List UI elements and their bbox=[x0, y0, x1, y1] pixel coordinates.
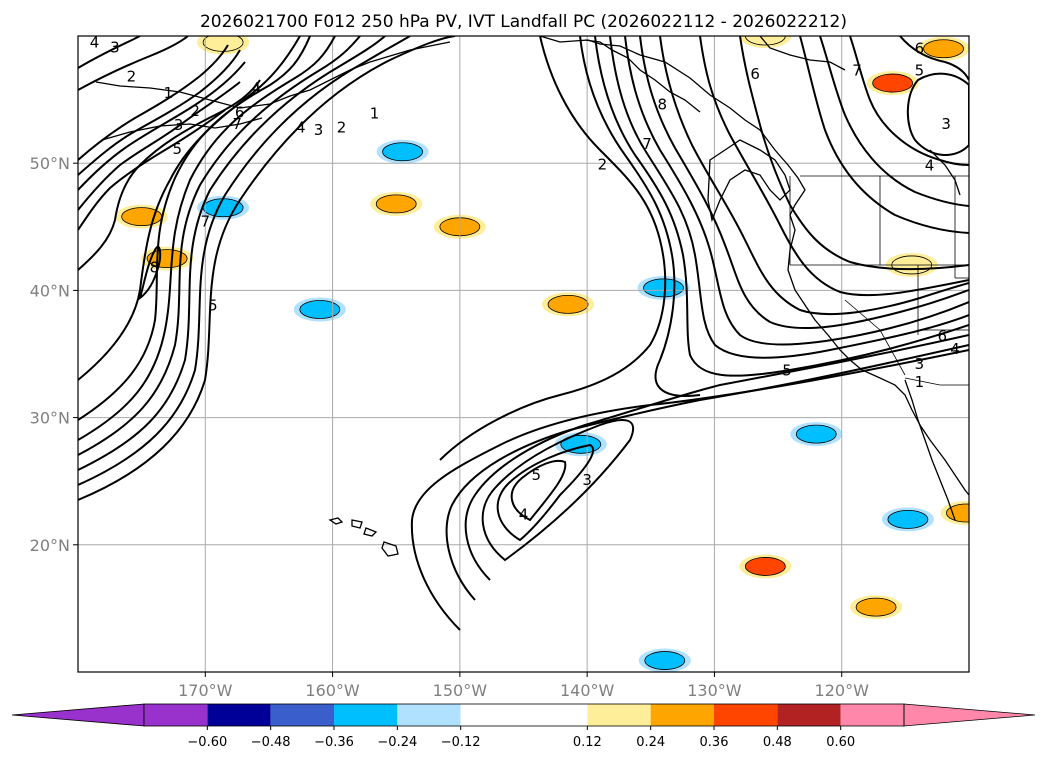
chart-title: 2026021700 F012 250 hPa PV, IVT Landfall… bbox=[200, 12, 847, 32]
contour-label: 5 bbox=[782, 362, 792, 380]
contour-label: 8 bbox=[150, 259, 160, 277]
pv-contours bbox=[78, 36, 969, 631]
contour-label: 5 bbox=[915, 61, 925, 79]
y-tick-label: 20°N bbox=[30, 536, 70, 555]
shaded-region bbox=[850, 595, 903, 620]
colorbar-segment bbox=[144, 704, 208, 726]
contour-label: 4 bbox=[519, 505, 529, 523]
political-borders bbox=[789, 175, 969, 386]
longitude-ticks: 170°W 160°W 150°W 140°W 130°W 120°W bbox=[178, 672, 869, 700]
colorbar-segment bbox=[270, 704, 334, 726]
shaded-region bbox=[917, 36, 969, 61]
colorbar-tick-label: 0.12 bbox=[573, 735, 602, 750]
shaded-region bbox=[370, 191, 423, 216]
contour-label: 2 bbox=[598, 155, 608, 173]
colorbar-tick-label: 0.24 bbox=[636, 735, 665, 750]
y-tick-label: 40°N bbox=[30, 281, 70, 300]
y-tick-label: 50°N bbox=[30, 154, 70, 173]
contour-label: 4 bbox=[90, 33, 100, 51]
x-tick-label: 160°W bbox=[305, 681, 360, 700]
contour-label: 4 bbox=[251, 79, 261, 97]
colorbar-tick-label: 0.36 bbox=[700, 735, 729, 750]
x-tick-label: 150°W bbox=[433, 681, 488, 700]
contour-label: 6 bbox=[937, 327, 947, 345]
map-frame bbox=[77, 35, 970, 673]
colorbar-tick-label: −0.12 bbox=[441, 735, 481, 750]
contour-label: 2 bbox=[190, 102, 200, 120]
colorbar-segment bbox=[587, 704, 651, 726]
colorbar-over-extension bbox=[903, 703, 1036, 727]
contour-label: 1 bbox=[915, 373, 925, 391]
contour-label: 7 bbox=[642, 135, 652, 153]
shaded-region bbox=[542, 292, 595, 317]
colorbar-segment bbox=[460, 704, 588, 726]
shaded-region bbox=[293, 297, 346, 322]
contour-label: 5 bbox=[531, 466, 541, 484]
shaded-region bbox=[866, 71, 919, 96]
shaded-region bbox=[881, 507, 934, 532]
colorbar-frame bbox=[143, 703, 905, 727]
shaded-region bbox=[940, 501, 969, 525]
contour-label: 6 bbox=[915, 40, 925, 58]
graticule bbox=[78, 36, 969, 672]
shaded-region bbox=[739, 554, 792, 579]
x-tick-label: 120°W bbox=[815, 681, 870, 700]
contour-label: 6 bbox=[750, 65, 760, 83]
colorbar-segment bbox=[207, 704, 271, 726]
contour-label: 3 bbox=[314, 121, 324, 139]
contour-label: 3 bbox=[915, 355, 925, 373]
contour-label: 7 bbox=[232, 115, 242, 133]
contour-label: 3 bbox=[582, 471, 592, 489]
colorbar-under-extension bbox=[11, 703, 145, 727]
shaded-region bbox=[638, 648, 691, 672]
colorbar-tick-label: 0.60 bbox=[826, 735, 855, 750]
contour-label: 7 bbox=[852, 61, 862, 79]
colorbar-tick-label: −0.60 bbox=[187, 735, 227, 750]
coastlines bbox=[95, 36, 969, 557]
x-tick-label: 130°W bbox=[687, 681, 742, 700]
colorbar-tick-label: −0.48 bbox=[251, 735, 291, 750]
contour-label: 4 bbox=[296, 119, 306, 137]
contour-label: 5 bbox=[173, 140, 183, 158]
contour-label: 4 bbox=[950, 340, 960, 358]
shaded-region bbox=[115, 204, 168, 229]
contour-label: 7 bbox=[201, 213, 211, 231]
contour-label: 3 bbox=[174, 116, 184, 134]
shaded-region bbox=[637, 275, 690, 300]
colorbar-tick-label: 0.48 bbox=[763, 735, 792, 750]
colorbar-segment bbox=[777, 704, 841, 726]
colorbar-segment bbox=[650, 704, 714, 726]
contour-label: 2 bbox=[337, 119, 347, 137]
colorbar-segment bbox=[334, 704, 398, 726]
colorbar-segment bbox=[840, 704, 904, 726]
shaded-region bbox=[790, 422, 843, 447]
contour-label: 4 bbox=[925, 157, 935, 175]
colorbar-tick-label: −0.24 bbox=[377, 735, 417, 750]
contour-label: 1 bbox=[164, 84, 174, 102]
colorbar: −0.60 −0.48 −0.36 −0.24 −0.12 0.12 0.24 0.36 0.4… bbox=[11, 703, 1036, 750]
contour-label: 6 bbox=[235, 103, 245, 121]
y-tick-label: 30°N bbox=[30, 409, 70, 428]
contour-label: 1 bbox=[370, 105, 380, 123]
latitude-ticks: 50°N 40°N 30°N 20°N bbox=[30, 154, 78, 555]
x-tick-label: 170°W bbox=[178, 681, 233, 700]
contour-label: 5 bbox=[208, 297, 218, 315]
contour-label: 8 bbox=[657, 96, 667, 114]
contour-label: 3 bbox=[110, 38, 120, 56]
colorbar-tick-label: −0.36 bbox=[314, 735, 354, 750]
contour-label: 3 bbox=[941, 115, 951, 133]
contour-label: 2 bbox=[127, 68, 137, 86]
x-tick-label: 140°W bbox=[560, 681, 615, 700]
colorbar-segment bbox=[714, 704, 778, 726]
colorbar-segment bbox=[397, 704, 461, 726]
shaded-region bbox=[376, 139, 429, 164]
